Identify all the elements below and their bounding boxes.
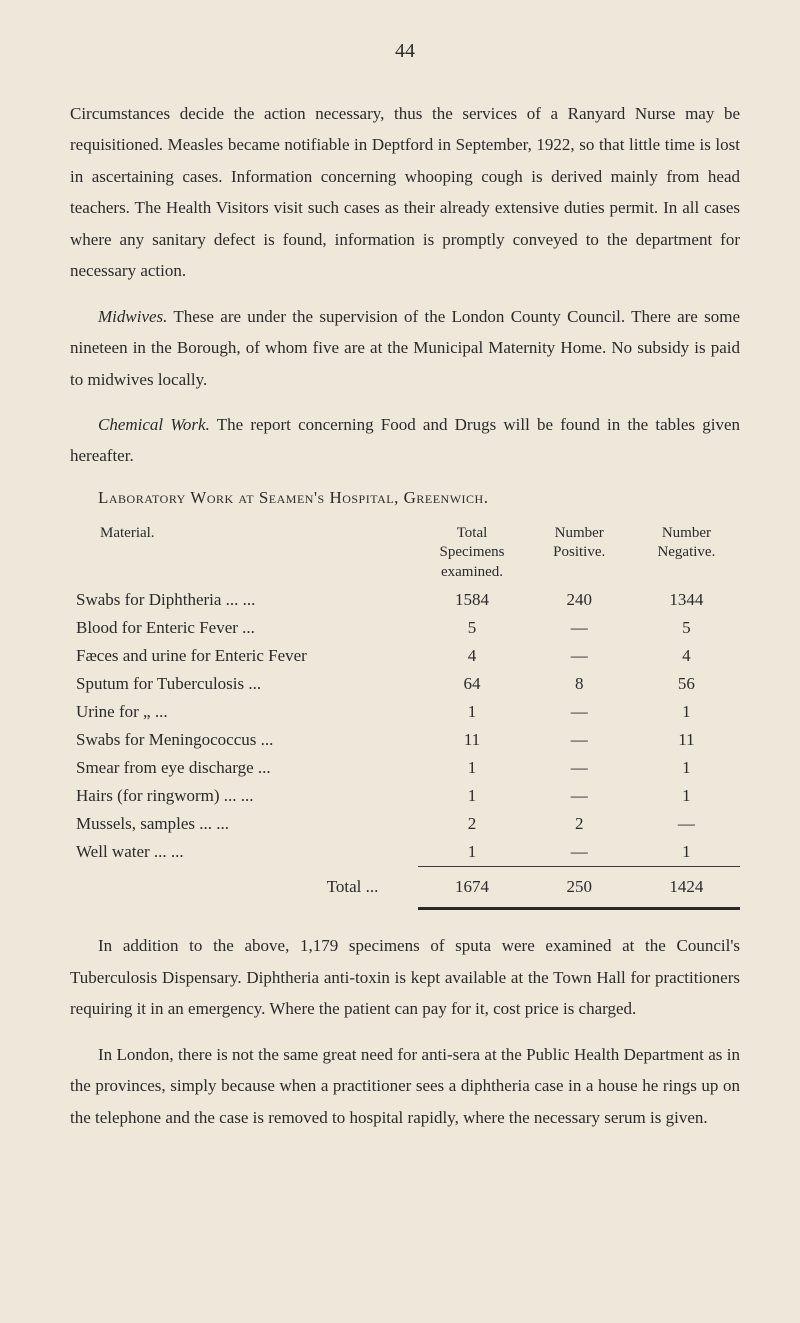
cell-positive: 2: [526, 810, 633, 838]
cell-examined: 1: [418, 782, 525, 810]
paragraph-3-lead: Chemical Work.: [98, 415, 210, 434]
table-row: Mussels, samples ... ... 2 2 —: [70, 810, 740, 838]
cell-material: Well water ... ...: [70, 838, 418, 867]
cell-negative: 1: [633, 754, 740, 782]
table-end-rule: [70, 907, 740, 910]
section-title: Laboratory Work at Seamen's Hospital, Gr…: [70, 488, 740, 508]
paragraph-5-body: In London, there is not the same great n…: [70, 1045, 740, 1127]
cell-positive: —: [526, 614, 633, 642]
table-row: Well water ... ... 1 — 1: [70, 838, 740, 867]
cell-material: Hairs (for ringworm) ... ...: [70, 782, 418, 810]
cell-positive: 8: [526, 670, 633, 698]
paragraph-5: In London, there is not the same great n…: [70, 1039, 740, 1133]
table-row: Smear from eye discharge ... 1 — 1: [70, 754, 740, 782]
double-rule-icon: [418, 907, 740, 910]
header-material: Material.: [70, 520, 418, 587]
cell-negative: —: [633, 810, 740, 838]
cell-material: Swabs for Meningococcus ...: [70, 726, 418, 754]
cell-material: Smear from eye discharge ...: [70, 754, 418, 782]
cell-examined: 4: [418, 642, 525, 670]
table-row: Sputum for Tuberculosis ... 64 8 56: [70, 670, 740, 698]
cell-total-examined: 1674: [418, 867, 525, 902]
cell-negative: 56: [633, 670, 740, 698]
table-row: Blood for Enteric Fever ... 5 — 5: [70, 614, 740, 642]
cell-negative: 1344: [633, 586, 740, 614]
cell-examined: 1: [418, 698, 525, 726]
header-negative: Number Negative.: [633, 520, 740, 587]
cell-examined: 2: [418, 810, 525, 838]
cell-positive: —: [526, 698, 633, 726]
cell-examined: 11: [418, 726, 525, 754]
table-row: Swabs for Meningococcus ... 11 — 11: [70, 726, 740, 754]
cell-positive: —: [526, 782, 633, 810]
header-negative-l2: Negative.: [657, 544, 715, 560]
header-negative-l1: Number: [662, 525, 711, 541]
cell-examined: 1: [418, 754, 525, 782]
page-number: 44: [70, 40, 740, 63]
paragraph-4-body: In addition to the above, 1,179 specimen…: [70, 936, 740, 1018]
cell-negative: 11: [633, 726, 740, 754]
cell-negative: 4: [633, 642, 740, 670]
paragraph-1: Circumstances decide the action necessar…: [70, 98, 740, 287]
cell-positive: 240: [526, 586, 633, 614]
paragraph-2-lead: Midwives.: [98, 307, 167, 326]
header-examined-l2: examined.: [441, 564, 503, 580]
cell-material: Fæces and urine for Enteric Fever: [70, 642, 418, 670]
cell-examined: 64: [418, 670, 525, 698]
cell-negative: 1: [633, 782, 740, 810]
cell-positive: —: [526, 642, 633, 670]
header-positive-l2: Positive.: [553, 544, 605, 560]
cell-negative: 1: [633, 838, 740, 867]
header-positive-l1: Number: [555, 525, 604, 541]
cell-material: Swabs for Diphtheria ... ...: [70, 586, 418, 614]
table-row: Hairs (for ringworm) ... ... 1 — 1: [70, 782, 740, 810]
paragraph-3: Chemical Work. The report concerning Foo…: [70, 409, 740, 472]
header-positive: Number Positive.: [526, 520, 633, 587]
table-row: Fæces and urine for Enteric Fever 4 — 4: [70, 642, 740, 670]
cell-material: Sputum for Tuberculosis ...: [70, 670, 418, 698]
cell-examined: 1: [418, 838, 525, 867]
table-header-row: Material. Total Specimens examined. Numb…: [70, 520, 740, 587]
header-examined: Total Specimens examined.: [418, 520, 525, 587]
cell-positive: —: [526, 838, 633, 867]
cell-examined: 5: [418, 614, 525, 642]
cell-material: Urine for „ ...: [70, 698, 418, 726]
cell-total-positive: 250: [526, 867, 633, 902]
paragraph-2-body: These are under the supervision of the L…: [70, 307, 740, 389]
cell-material: Mussels, samples ... ...: [70, 810, 418, 838]
cell-total-label: Total ...: [70, 867, 418, 902]
table-body: Swabs for Diphtheria ... ... 1584 240 13…: [70, 586, 740, 901]
header-examined-l1: Total Specimens: [440, 525, 505, 561]
cell-negative: 1: [633, 698, 740, 726]
paragraph-4: In addition to the above, 1,179 specimen…: [70, 930, 740, 1024]
table-row: Swabs for Diphtheria ... ... 1584 240 13…: [70, 586, 740, 614]
paragraph-2: Midwives. These are under the supervisio…: [70, 301, 740, 395]
cell-examined: 1584: [418, 586, 525, 614]
table-total-row: Total ... 1674 250 1424: [70, 867, 740, 902]
cell-material: Blood for Enteric Fever ...: [70, 614, 418, 642]
cell-negative: 5: [633, 614, 740, 642]
cell-total-negative: 1424: [633, 867, 740, 902]
laboratory-table: Material. Total Specimens examined. Numb…: [70, 520, 740, 902]
table-row: Urine for „ ... 1 — 1: [70, 698, 740, 726]
cell-positive: —: [526, 754, 633, 782]
cell-positive: —: [526, 726, 633, 754]
